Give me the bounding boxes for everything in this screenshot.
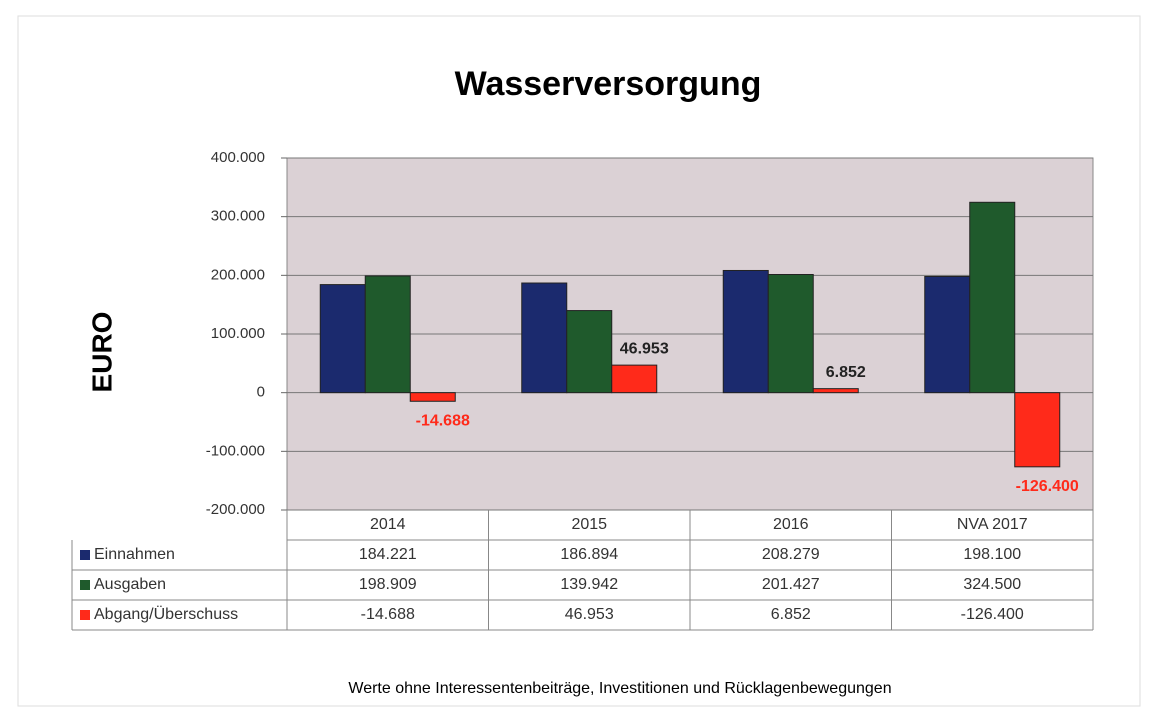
data-label: 46.953 bbox=[620, 340, 669, 357]
bar bbox=[611, 364, 658, 394]
footnote: Werte ohne Interessentenbeiträge, Invest… bbox=[348, 680, 891, 697]
bar bbox=[722, 269, 769, 394]
legend-label: Abgang/Überschuss bbox=[94, 605, 238, 623]
data-label: -14.688 bbox=[416, 413, 470, 430]
bar bbox=[319, 284, 366, 394]
y-tick-label: -100.000 bbox=[206, 442, 265, 459]
table-cell: 186.894 bbox=[560, 546, 618, 563]
y-tick-label: 200.000 bbox=[211, 266, 265, 283]
legend-swatch bbox=[80, 550, 90, 560]
x-tick-label: 2015 bbox=[571, 516, 607, 533]
table-cell: 6.852 bbox=[771, 606, 811, 623]
y-tick-label: 100.000 bbox=[211, 325, 265, 342]
bar bbox=[767, 273, 814, 394]
bar bbox=[1014, 392, 1061, 468]
y-tick-label: 0 bbox=[257, 384, 265, 401]
table-cell: -14.688 bbox=[361, 606, 415, 623]
table-cell: 208.279 bbox=[762, 546, 820, 563]
bar bbox=[812, 388, 859, 394]
y-tick-label: 400.000 bbox=[211, 149, 265, 166]
y-tick-label: 300.000 bbox=[211, 208, 265, 225]
data-label: -126.400 bbox=[1016, 478, 1079, 495]
legend-swatch bbox=[80, 610, 90, 620]
table-cell: -126.400 bbox=[961, 606, 1024, 623]
table-cell: 198.909 bbox=[359, 576, 417, 593]
bar bbox=[521, 282, 568, 394]
x-tick-label: NVA 2017 bbox=[957, 516, 1028, 533]
bar bbox=[924, 275, 971, 394]
table-cell: 46.953 bbox=[565, 606, 614, 623]
table-cell: 198.100 bbox=[963, 546, 1021, 563]
table-cell: 324.500 bbox=[963, 576, 1021, 593]
table-cell: 139.942 bbox=[560, 576, 618, 593]
y-tick-label: -200.000 bbox=[206, 501, 265, 518]
bar bbox=[969, 201, 1016, 394]
x-tick-label: 2016 bbox=[773, 516, 809, 533]
legend-label: Einnahmen bbox=[94, 546, 175, 563]
bar bbox=[364, 275, 411, 394]
legend-label: Ausgaben bbox=[94, 576, 166, 593]
bar bbox=[566, 310, 613, 394]
bar bbox=[409, 392, 456, 402]
table-cell: 184.221 bbox=[359, 546, 417, 563]
x-tick-label: 2014 bbox=[370, 516, 406, 533]
legend-swatch bbox=[80, 580, 90, 590]
table-cell: 201.427 bbox=[762, 576, 820, 593]
data-label: 6.852 bbox=[826, 364, 866, 381]
chart-title: Wasserversorgung bbox=[455, 65, 762, 103]
y-axis-label: EURO bbox=[86, 312, 117, 393]
